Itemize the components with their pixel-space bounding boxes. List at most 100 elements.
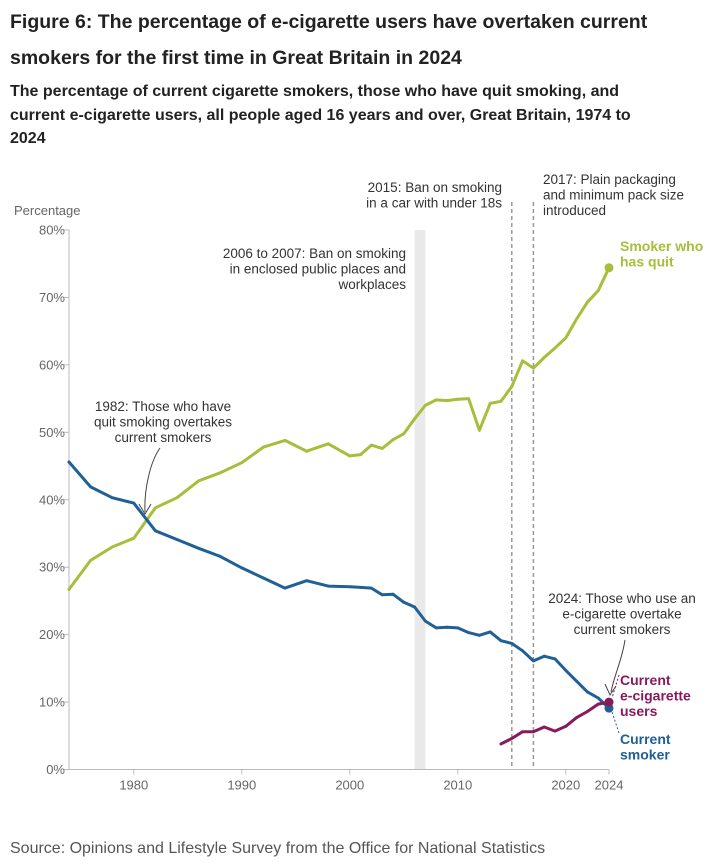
quit-point — [424, 403, 427, 407]
quit-point — [488, 401, 492, 405]
smoker-point — [305, 579, 308, 583]
y-tick-label: 80% — [39, 223, 65, 238]
quit-point — [110, 545, 114, 549]
smoker-point — [424, 619, 427, 623]
y-tick-label: 20% — [39, 627, 65, 642]
quit-point — [532, 366, 535, 370]
quit-point — [240, 461, 244, 465]
smoker-point — [467, 631, 470, 635]
x-tick-label: 2020 — [551, 778, 580, 793]
ban-2006-2007-shade — [414, 230, 426, 770]
annotation-a2024-arrow — [610, 639, 626, 693]
ecig-point — [596, 702, 600, 706]
quit-point — [478, 428, 481, 432]
annotation-a2017: 2017: Plain packaging — [543, 172, 676, 187]
annotation-a1982: 1982: Those who have — [95, 399, 231, 414]
quit-point — [175, 496, 179, 500]
quit-point — [564, 336, 568, 340]
ecig-end-marker — [604, 697, 614, 707]
ecig-series-label: users — [620, 703, 658, 719]
quit-point — [542, 356, 546, 359]
smoker-point — [326, 584, 330, 588]
smoker-point — [402, 600, 406, 604]
smoker-point — [488, 630, 492, 634]
quit-point — [197, 479, 201, 483]
quit-point — [467, 397, 470, 400]
ecig-point — [586, 710, 589, 713]
smoker-point — [370, 586, 373, 590]
ecig-line — [499, 700, 611, 746]
smoker-point — [478, 633, 481, 637]
annotation-a1982-arrow — [144, 447, 161, 513]
y-tick-label: 0% — [46, 762, 65, 777]
quit-point — [348, 454, 352, 458]
smoker-point — [197, 546, 201, 550]
smoker-point — [521, 649, 524, 653]
quit-point — [380, 447, 384, 450]
smoker-point — [240, 566, 244, 570]
ecig-series-label: e-cigarette — [620, 688, 691, 704]
y-tick-label: 40% — [39, 492, 65, 507]
ecig-point — [575, 716, 578, 719]
annotation-a2006: 2006 to 2007: Ban on smoking — [223, 246, 406, 261]
smoker-point — [456, 626, 460, 630]
annotation-a2024: 2024: Those who use an — [548, 591, 696, 606]
annotation-a2006: workplaces — [337, 277, 406, 292]
smoker-point — [262, 576, 265, 580]
quit-point — [575, 317, 578, 321]
smoker-point — [132, 501, 136, 505]
quit-point — [283, 439, 287, 442]
x-tick-label: 1980 — [119, 778, 148, 793]
quit-point — [521, 359, 524, 363]
smoker-point — [67, 460, 71, 464]
smoker-point — [586, 690, 589, 694]
smoker-point — [89, 485, 92, 489]
annotation-a1982-arrowhead — [138, 503, 152, 515]
x-tick-label: 1990 — [227, 778, 256, 793]
quit-series-label: Smoker who — [620, 238, 703, 254]
annotation-a1982: current smokers — [115, 430, 212, 445]
chart-title: Figure 6: The percentage of e-cigarette … — [10, 11, 648, 69]
y-tick-label: 50% — [39, 425, 65, 440]
smoker-point — [359, 586, 362, 589]
y-tick-label: 60% — [39, 357, 65, 372]
ecig-point — [553, 729, 557, 733]
ecig-point — [542, 725, 546, 729]
y-tick-label: 30% — [39, 560, 65, 575]
smoker-point — [564, 668, 568, 672]
smoker-series-label: Current — [620, 731, 671, 747]
annotation-a2017: and minimum pack size — [543, 188, 684, 203]
y-tick-label: 70% — [39, 290, 65, 305]
quit-point — [499, 399, 503, 403]
smoker-point — [434, 626, 438, 630]
annotation-a2024-arrowhead — [604, 683, 617, 697]
annotation-a2006: in enclosed public places and — [230, 262, 406, 277]
annotation-a2015: 2015: Ban on smoking — [368, 180, 502, 195]
quit-point — [218, 471, 222, 475]
quit-point — [154, 506, 157, 510]
smoker-line — [67, 460, 611, 710]
quit-point — [391, 438, 395, 442]
quit-point — [596, 289, 600, 293]
quit-point — [326, 442, 330, 446]
quit-point — [359, 453, 362, 456]
quit-point — [132, 536, 136, 540]
smoker-point — [380, 593, 384, 597]
quit-end-marker — [604, 263, 614, 273]
ecig-point — [521, 730, 524, 734]
ecig-series-label: Current — [620, 672, 671, 688]
annotation-a1982: quit smoking overtakes — [94, 415, 232, 430]
quit-point — [434, 398, 438, 402]
smoker-point — [175, 538, 179, 541]
quit-point — [370, 443, 373, 447]
source-note: Source: Opinions and Lifestyle Survey fr… — [10, 840, 546, 857]
smoker-point — [110, 496, 114, 500]
quit-point — [262, 445, 265, 449]
quit-point — [586, 300, 589, 304]
smoker-point — [532, 659, 535, 663]
quit-point — [456, 397, 460, 401]
quit-point — [402, 432, 406, 436]
y-axis-label: Percentage — [14, 203, 81, 218]
